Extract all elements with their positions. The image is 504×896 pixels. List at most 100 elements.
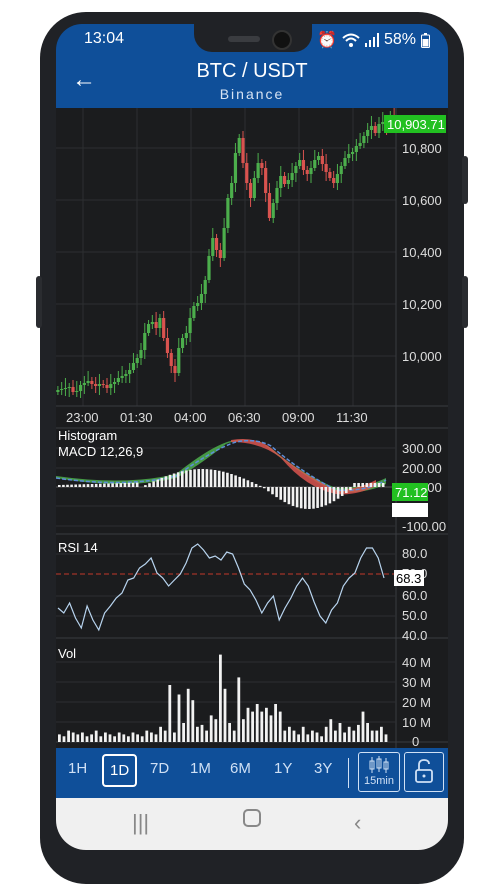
back-icon[interactable]: ‹ [354, 810, 362, 835]
candle-body [347, 154, 351, 158]
volume-bar [67, 730, 70, 742]
unlock-icon [415, 759, 433, 783]
volume-bar [90, 734, 93, 742]
range-1d-button[interactable]: 1D [102, 754, 138, 787]
histogram-bar [217, 470, 221, 487]
volume-bar [186, 688, 190, 742]
histogram-bar [320, 487, 323, 507]
histogram-bar [287, 487, 291, 505]
alarm-icon: ⏰ [317, 32, 337, 49]
interval-button[interactable]: 15min [358, 752, 400, 792]
chart-area[interactable]: 10,800 10,600 10,400 10,200 10,000 10,90… [56, 108, 448, 749]
signal-icon [364, 33, 379, 47]
candle-body [169, 353, 173, 366]
volume-button [36, 276, 42, 328]
histogram-bar [123, 483, 127, 487]
range-6m-button[interactable]: 6M [230, 760, 251, 777]
volume-bar [209, 715, 213, 742]
candle-body [177, 348, 181, 373]
candle-body [332, 178, 336, 183]
volume-bar [246, 707, 250, 742]
volume-bar [334, 730, 337, 742]
volume-bar [297, 734, 300, 742]
histogram-bar [213, 470, 217, 487]
histogram-bar [336, 487, 340, 499]
histogram-bar [340, 487, 344, 496]
rsi-label: RSI 14 [58, 540, 98, 555]
histogram-bar [283, 487, 287, 503]
macd-value-badge [392, 483, 428, 501]
rsi-tick: 50.0 [402, 608, 427, 623]
screen: 13:04 ⏰ 58% ← BTC / USDT Binance [56, 24, 448, 850]
histogram-bar [176, 472, 180, 487]
candle-body [135, 358, 139, 363]
candle-body [256, 163, 260, 178]
range-1h-button[interactable]: 1H [68, 760, 88, 777]
candle-body [139, 350, 143, 358]
candle-body [56, 390, 60, 392]
volume-bar [329, 719, 333, 742]
price-tick: 10,400 [402, 245, 442, 260]
volume-bar [320, 736, 323, 742]
histogram-bar [156, 479, 159, 487]
histogram-bar [369, 483, 373, 487]
volume-bar [145, 730, 149, 742]
chart-svg[interactable]: 10,800 10,600 10,400 10,200 10,000 10,90… [56, 108, 448, 749]
histogram-bar [99, 483, 102, 487]
volume-bar [163, 730, 167, 742]
rsi-tick: 80.0 [402, 546, 427, 561]
candle-body [188, 318, 192, 333]
volume-bar [265, 707, 268, 742]
lock-button[interactable] [404, 752, 444, 792]
volume-bar [301, 726, 305, 742]
volume-bar [380, 726, 383, 742]
histogram-bar [164, 476, 168, 487]
histogram-bar [90, 484, 94, 487]
time-tick: 04:00 [174, 410, 207, 425]
candle-body [184, 333, 188, 338]
volume-tick: 0 [412, 734, 419, 748]
candle-body [196, 303, 200, 306]
volume-label: Vol [58, 646, 76, 661]
back-arrow-icon[interactable]: ← [72, 66, 96, 93]
volume-tick: 20 M [402, 695, 431, 710]
recent-apps-icon[interactable]: ||| [132, 810, 150, 835]
range-7d-button[interactable]: 7D [150, 760, 170, 777]
volume-bar [113, 736, 116, 742]
histogram-bar [58, 485, 61, 487]
volume-bar [324, 726, 328, 742]
candle-body [369, 126, 374, 130]
candle-body [381, 122, 385, 124]
candle-body [320, 156, 324, 164]
volume-bar [76, 734, 80, 742]
candle-body [267, 193, 272, 218]
range-1m-button[interactable]: 1M [190, 760, 211, 777]
histogram-bar [279, 487, 282, 500]
battery-percent: 58% [383, 31, 416, 48]
range-3y-button[interactable]: 3Y [314, 760, 333, 777]
volume-bar [311, 730, 314, 742]
candle-body [309, 168, 313, 174]
histogram-bar [111, 483, 114, 487]
volume-bar [117, 732, 121, 742]
histogram-bar [299, 487, 303, 509]
histogram-bar [205, 469, 209, 487]
histogram-bar [115, 483, 118, 487]
volume-bar [58, 734, 61, 742]
histogram-bar [275, 487, 278, 498]
candle-body [203, 280, 207, 294]
candle-body [301, 160, 306, 170]
volume-bar [255, 704, 259, 742]
candle-body [146, 324, 151, 333]
candle-body [158, 318, 162, 328]
macd-tick: 300.00 [402, 441, 442, 456]
macd-secondary-badge [392, 503, 428, 517]
histogram-bar [349, 487, 352, 491]
volume-bar [71, 732, 75, 742]
range-1y-button[interactable]: 1Y [274, 760, 293, 777]
camera [272, 30, 292, 50]
candle-body [180, 338, 185, 348]
home-icon[interactable] [242, 808, 262, 834]
histogram-bar [103, 483, 106, 487]
volume-bar [237, 677, 241, 742]
